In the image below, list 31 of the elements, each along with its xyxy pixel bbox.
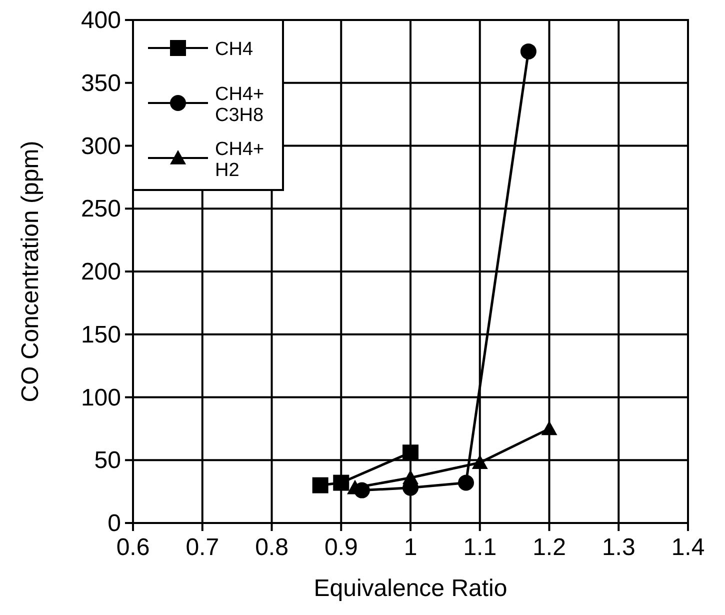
point bbox=[402, 470, 418, 484]
y-tick-label: 100 bbox=[80, 384, 121, 412]
legend-label: CH4 bbox=[215, 39, 254, 60]
y-tick-label: 150 bbox=[80, 321, 121, 348]
x-tick-label: 0.6 bbox=[116, 534, 150, 561]
x-tick-label: 1.3 bbox=[602, 534, 636, 561]
y-axis-title: CO Concentration (ppm) bbox=[17, 140, 44, 402]
y-tick-label: 0 bbox=[108, 510, 121, 537]
x-tick-label: 1.2 bbox=[532, 534, 566, 561]
legend-label: CH4+ H2 bbox=[215, 139, 264, 181]
legend-label: CH4+ C3H8 bbox=[215, 84, 264, 126]
y-tick-label: 50 bbox=[94, 447, 121, 474]
x-tick-label: 0.9 bbox=[324, 534, 358, 561]
y-tick-label: 250 bbox=[80, 196, 121, 223]
point bbox=[458, 474, 474, 491]
point bbox=[520, 43, 536, 60]
y-tick-label: 350 bbox=[80, 70, 121, 97]
x-axis-title: Equivalence Ratio bbox=[314, 575, 508, 602]
point bbox=[541, 420, 558, 436]
x-tick-label: 0.8 bbox=[255, 534, 288, 561]
y-tick-label: 400 bbox=[80, 7, 121, 34]
x-tick-label: 1 bbox=[404, 534, 418, 561]
x-tick-label: 1.1 bbox=[463, 534, 497, 561]
point bbox=[312, 477, 328, 494]
y-tick-label: 200 bbox=[80, 258, 121, 286]
x-tick-label: 0.7 bbox=[186, 534, 220, 561]
y-tick-label: 300 bbox=[80, 132, 121, 160]
x-tick-label: 1.4 bbox=[671, 534, 705, 561]
point bbox=[402, 444, 418, 461]
point bbox=[333, 474, 350, 491]
point bbox=[472, 454, 488, 470]
